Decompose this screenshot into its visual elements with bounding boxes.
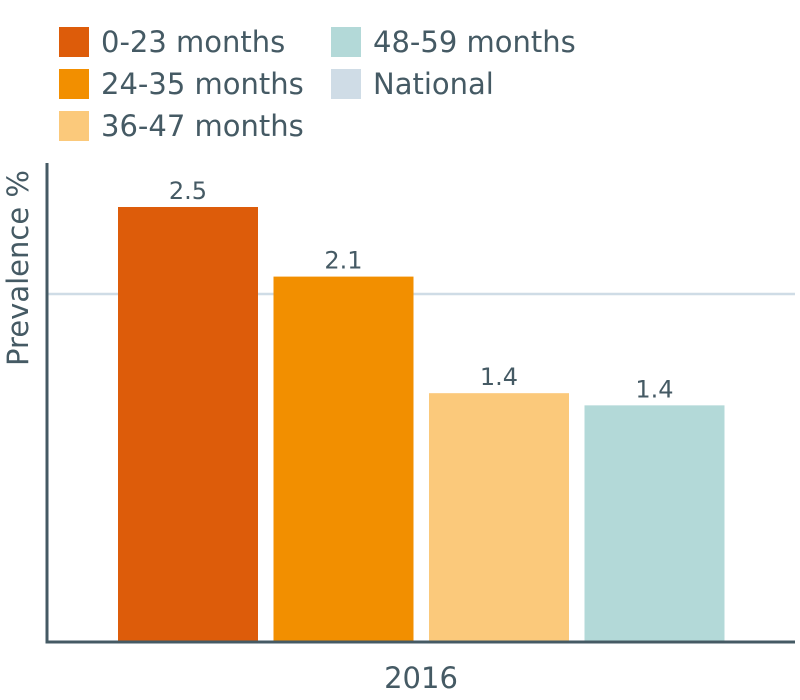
legend-swatch-48-59-months	[331, 27, 361, 57]
legend-swatch-0-23-months	[59, 27, 89, 57]
legend-label-36-47-months: 36-47 months	[101, 109, 304, 143]
legend-label-48-59-months: 48-59 months	[373, 25, 576, 59]
bar-36-47-months	[429, 393, 569, 642]
data-label-24-35-months: 2.1	[324, 247, 362, 275]
bar-48-59-months	[584, 405, 725, 642]
data-label-48-59-months: 1.4	[635, 375, 673, 403]
bar-24-35-months	[273, 276, 414, 642]
legend-label-national: National	[373, 67, 494, 101]
bar-0-23-months	[118, 207, 258, 642]
legend-swatch-24-35-months	[59, 69, 89, 99]
legend-swatch-national	[331, 69, 361, 99]
legend: 0-23 months 24-35 months 36-47 months 48-59…	[59, 25, 576, 143]
legend-label-24-35-months: 24-35 months	[101, 67, 304, 101]
legend-swatch-36-47-months	[59, 111, 89, 141]
bars-group	[118, 207, 725, 642]
bar-labels-group: 2.5 2.1 1.4 1.4	[169, 177, 674, 403]
data-label-36-47-months: 1.4	[480, 363, 518, 391]
x-tick-label: 2016	[384, 661, 458, 695]
y-axis-title: Prevalence %	[1, 170, 35, 366]
legend-label-0-23-months: 0-23 months	[101, 25, 285, 59]
data-label-0-23-months: 2.5	[169, 177, 207, 205]
